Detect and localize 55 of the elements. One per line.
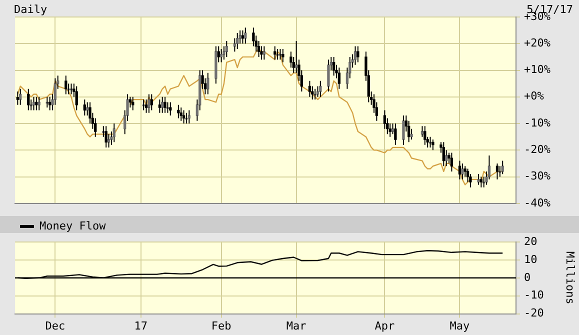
candlestick <box>424 126 426 146</box>
candlestick <box>104 126 108 148</box>
y-tick-label: 0 <box>524 270 531 284</box>
chart-title: Daily <box>14 3 48 16</box>
y-tick-label: 20 <box>524 234 538 248</box>
candlestick <box>356 46 360 63</box>
candlestick <box>308 80 312 98</box>
candlestick <box>161 96 164 114</box>
candlestick <box>432 138 434 151</box>
candlestick <box>27 88 30 111</box>
y-axis-title: Millions <box>564 251 577 304</box>
candlestick <box>327 59 330 92</box>
candlestick <box>206 72 210 95</box>
candlestick <box>477 174 480 186</box>
candlestick <box>214 46 218 84</box>
candlestick <box>35 96 38 111</box>
x-tick-label: May <box>450 319 470 332</box>
y-tick-label: -10 <box>524 288 544 302</box>
candlestick <box>394 123 397 146</box>
y-tick-label: 10 <box>524 252 538 266</box>
candlestick <box>501 160 504 175</box>
candlestick <box>177 104 180 119</box>
candlestick <box>442 142 445 167</box>
candlestick <box>458 160 462 180</box>
legend-label: Money Flow <box>40 219 106 232</box>
y-tick-label: -20% <box>524 143 551 156</box>
candlestick <box>445 150 448 167</box>
y-tick-label: -40% <box>524 196 551 210</box>
candlestick <box>16 91 20 106</box>
y-tick-label: -30% <box>524 170 551 183</box>
x-tick-label: 17 <box>134 319 148 332</box>
candlestick <box>112 123 116 143</box>
x-tick-label: Dec <box>45 319 66 332</box>
candlestick <box>244 27 247 44</box>
candlestick <box>338 67 341 90</box>
y-tick-label: +20% <box>524 36 551 50</box>
candlestick <box>332 56 336 76</box>
y-tick-label: -20 <box>524 306 544 320</box>
candlestick <box>450 152 454 172</box>
candlestick <box>19 88 22 106</box>
y-tick-label: -10% <box>524 116 551 130</box>
candlestick <box>402 115 405 146</box>
candlestick <box>148 94 150 114</box>
candlestick <box>319 80 322 98</box>
candlestick <box>164 96 166 114</box>
y-tick-label: +10% <box>524 63 551 76</box>
y-tick-label: +0% <box>524 90 544 103</box>
candlestick <box>64 75 68 95</box>
candlestick <box>354 46 357 66</box>
candlestick <box>75 86 78 111</box>
x-tick-label: Apr <box>374 319 396 332</box>
candlestick <box>496 162 499 180</box>
candlestick <box>150 94 153 111</box>
x-tick-label: Feb <box>211 319 232 332</box>
x-tick-label: Mar <box>286 319 307 332</box>
